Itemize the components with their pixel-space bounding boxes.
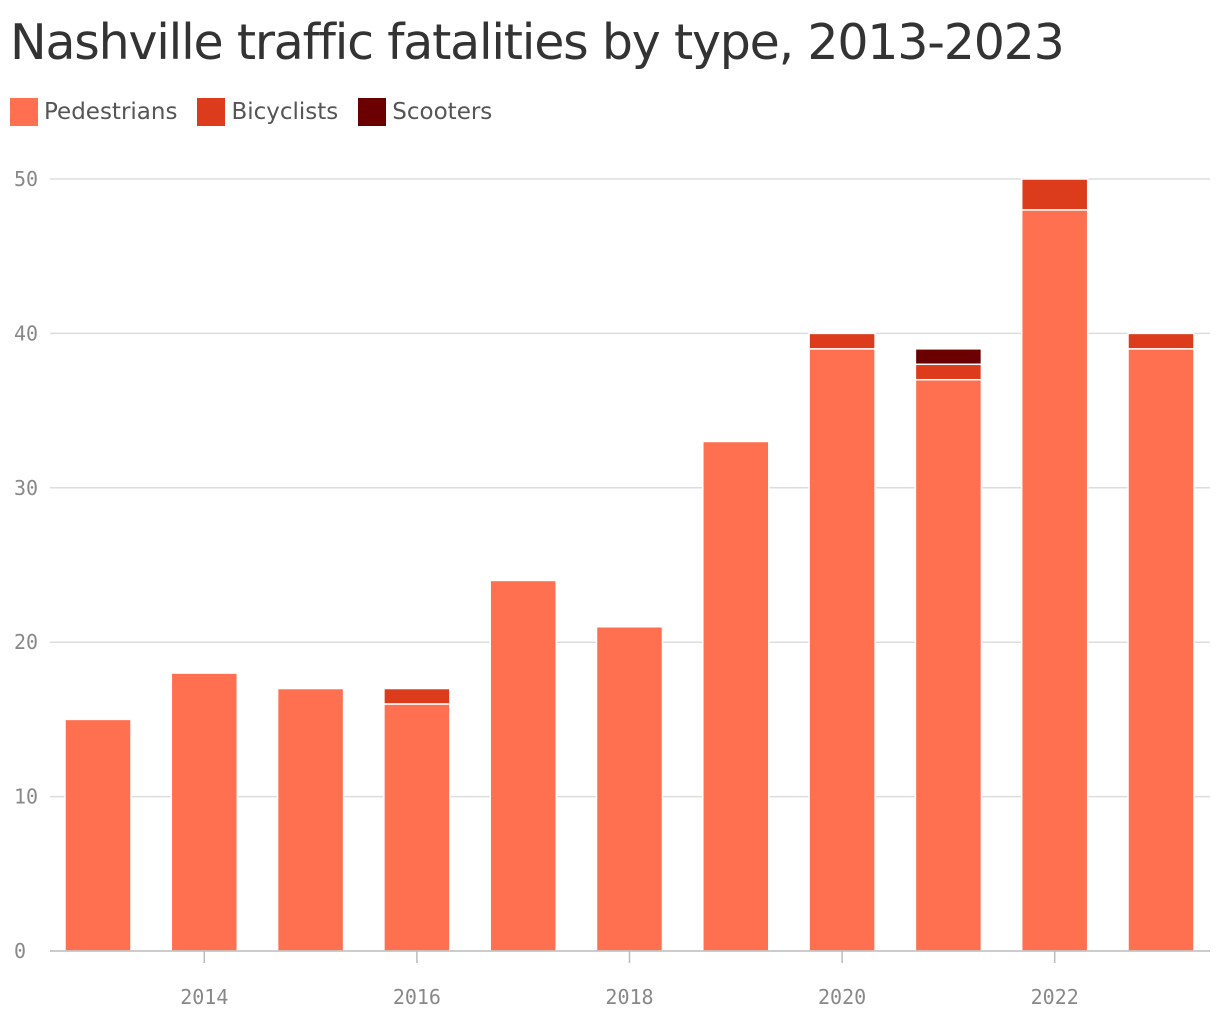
bar-pedestrians-2013 <box>64 718 132 952</box>
bar-bicyclists-2020 <box>808 332 876 350</box>
bar-pedestrians-2017 <box>489 579 557 952</box>
bar-pedestrians-2019 <box>702 440 770 952</box>
x-tick-label-2018: 2018 <box>605 985 653 1009</box>
legend-item-bicyclists: Bicyclists <box>197 98 338 126</box>
bar-pedestrians-2018 <box>595 626 664 952</box>
bar-pedestrians-2015 <box>276 687 345 952</box>
bar-pedestrians-2014 <box>170 672 239 952</box>
bar-bicyclists-2016 <box>383 687 451 705</box>
x-tick-label-2020: 2020 <box>818 985 866 1009</box>
bar-pedestrians-2023 <box>1127 348 1195 952</box>
y-tick-label-40: 40 <box>14 321 38 345</box>
bar-pedestrians-2021 <box>914 378 983 952</box>
axes: 0 10 20 30 40 50 2014 2016 2018 2020 2022 <box>14 167 1210 1009</box>
legend-item-scooters: Scooters <box>358 98 492 126</box>
legend-item-pedestrians: Pedestrians <box>10 98 177 126</box>
bar-pedestrians-2016 <box>383 703 451 952</box>
legend-label-bicyclists: Bicyclists <box>231 99 339 125</box>
y-tick-label-20: 20 <box>14 630 38 654</box>
x-tick-label-2014: 2014 <box>180 985 228 1009</box>
legend-label-pedestrians: Pedestrians <box>44 99 178 125</box>
chart-title: Nashville traffic fatalities by type, 20… <box>10 14 1065 71</box>
bar-bicyclists-2023 <box>1127 332 1195 350</box>
legend-swatch-scooters <box>358 98 387 126</box>
bar-pedestrians-2020 <box>808 348 876 952</box>
legend-label-scooters: Scooters <box>392 99 493 125</box>
legend-swatch-pedestrians <box>10 98 38 126</box>
legend-swatch-bicyclists <box>197 98 226 126</box>
x-tick-label-2022: 2022 <box>1031 985 1079 1009</box>
y-tick-label-10: 10 <box>14 785 38 809</box>
bar-pedestrians-2022 <box>1020 209 1089 952</box>
legend: Pedestrians Bicyclists Scooters <box>10 96 512 128</box>
bars <box>64 178 1195 952</box>
y-tick-label-50: 50 <box>14 167 38 191</box>
bar-bicyclists-2022 <box>1020 178 1089 211</box>
bar-bicyclists-2021 <box>914 363 983 381</box>
bar-scooters-2021 <box>914 348 983 366</box>
x-tick-label-2016: 2016 <box>393 985 441 1009</box>
y-tick-label-30: 30 <box>14 476 38 500</box>
y-tick-label-0: 0 <box>14 939 26 963</box>
